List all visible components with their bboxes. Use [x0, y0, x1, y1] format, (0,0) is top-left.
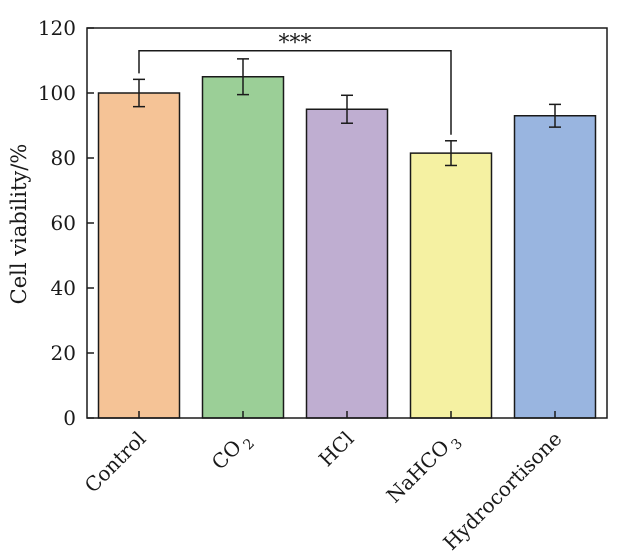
error-bar-0: [133, 78, 145, 108]
bar-3: [409, 152, 493, 419]
error-bar-1: [237, 58, 249, 96]
x-tick-label-3: NaHCO3: [382, 427, 466, 511]
error-bar-4: [549, 103, 561, 128]
y-tick-label-3: 60: [51, 211, 76, 235]
y-tick-label-1: 20: [51, 341, 76, 365]
error-bar-3: [445, 140, 457, 167]
x-tick-label-0: Control: [80, 427, 151, 498]
bar-1: [201, 76, 285, 419]
x-tick-label-subscript-3: 3: [448, 436, 466, 454]
y-tick-label-4: 80: [51, 146, 76, 170]
bar-0: [97, 92, 181, 419]
y-tick-label-5: 100: [38, 81, 76, 105]
error-bar-2: [341, 94, 353, 124]
x-tick-label-subscript-1: 2: [240, 436, 258, 454]
bars-layer: [97, 76, 597, 419]
significance-layer: ***: [138, 31, 452, 135]
y-tick-label-0: 0: [63, 406, 76, 430]
y-tick-label-6: 120: [38, 16, 76, 40]
bar-4: [513, 115, 597, 419]
y-axis: 0 20 40 60 80 100 120: [38, 16, 94, 430]
error-bars-layer: [133, 58, 561, 167]
significance-bracket: [138, 50, 452, 135]
y-tick-label-2: 40: [51, 276, 76, 300]
x-tick-label-2: HCl: [314, 427, 359, 472]
x-tick-label-1: CO2: [207, 427, 258, 478]
y-axis-title: Cell viability/%: [7, 144, 31, 305]
bar-2: [305, 108, 389, 419]
significance-label: ***: [279, 31, 312, 56]
